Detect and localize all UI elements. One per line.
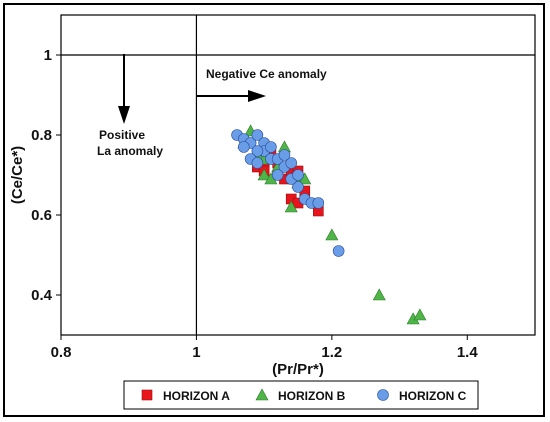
negative-ce-annotation: Negative Ce anomaly: [197, 67, 327, 102]
data-point-circle: [312, 197, 325, 209]
right-arrow-icon: [248, 90, 266, 102]
negative-ce-label: Negative Ce anomaly: [206, 67, 327, 81]
data-point-triangle: [284, 200, 298, 213]
y-tick-label: 0.8: [31, 127, 52, 144]
data-point-circle: [238, 141, 250, 153]
legend-label: HORIZON A: [163, 389, 230, 403]
down-arrow-icon: [118, 106, 130, 124]
data-point-circle: [332, 245, 345, 257]
positive-la-label-line1: Positive: [99, 128, 145, 142]
positive-la-label-line2: La anomaly: [97, 144, 163, 158]
y-axis-title: (Ce/Ce*): [9, 146, 26, 204]
data-points: [231, 124, 427, 325]
legend-box: [123, 380, 479, 410]
legend: HORIZON A HORIZON B HORIZON C: [141, 388, 467, 403]
plot-area: [60, 14, 536, 336]
data-point-circle: [292, 181, 304, 193]
data-point-triangle: [257, 168, 271, 181]
data-point-circle: [251, 157, 264, 169]
data-point-triangle: [372, 288, 386, 301]
x-tick-label: 1: [192, 344, 200, 361]
data-point-circle: [278, 149, 291, 161]
legend-marker-triangle: [255, 388, 269, 401]
y-tick-label: 1: [44, 47, 52, 64]
x-tick-label: 1.4: [457, 344, 479, 361]
data-point-circle: [251, 129, 264, 141]
data-point-circle: [285, 157, 298, 169]
x-axis-title: (Pr/Pr*): [272, 361, 324, 378]
positive-la-annotation: Positive La anomaly: [97, 54, 163, 158]
data-point-circle: [271, 169, 284, 181]
data-point-circle: [251, 145, 264, 157]
legend-marker-square: [141, 389, 153, 401]
x-tick-label: 1.2: [321, 344, 342, 361]
data-point-triangle: [325, 228, 339, 241]
data-point-triangle: [413, 308, 427, 321]
y-axis-ticks: 0.4 0.6 0.8 1: [31, 47, 61, 304]
y-tick-label: 0.4: [31, 287, 53, 304]
y-tick-label: 0.6: [31, 207, 52, 224]
legend-label: HORIZON B: [278, 389, 346, 403]
figure-frame: [3, 3, 545, 417]
data-point-circle: [265, 141, 277, 153]
legend-marker-circle: [377, 389, 389, 401]
data-point-circle: [292, 169, 304, 181]
legend-label: HORIZON C: [399, 389, 467, 403]
x-axis-ticks: 0.8 1 1.2 1.4: [51, 335, 479, 361]
x-tick-label: 0.8: [51, 344, 72, 361]
